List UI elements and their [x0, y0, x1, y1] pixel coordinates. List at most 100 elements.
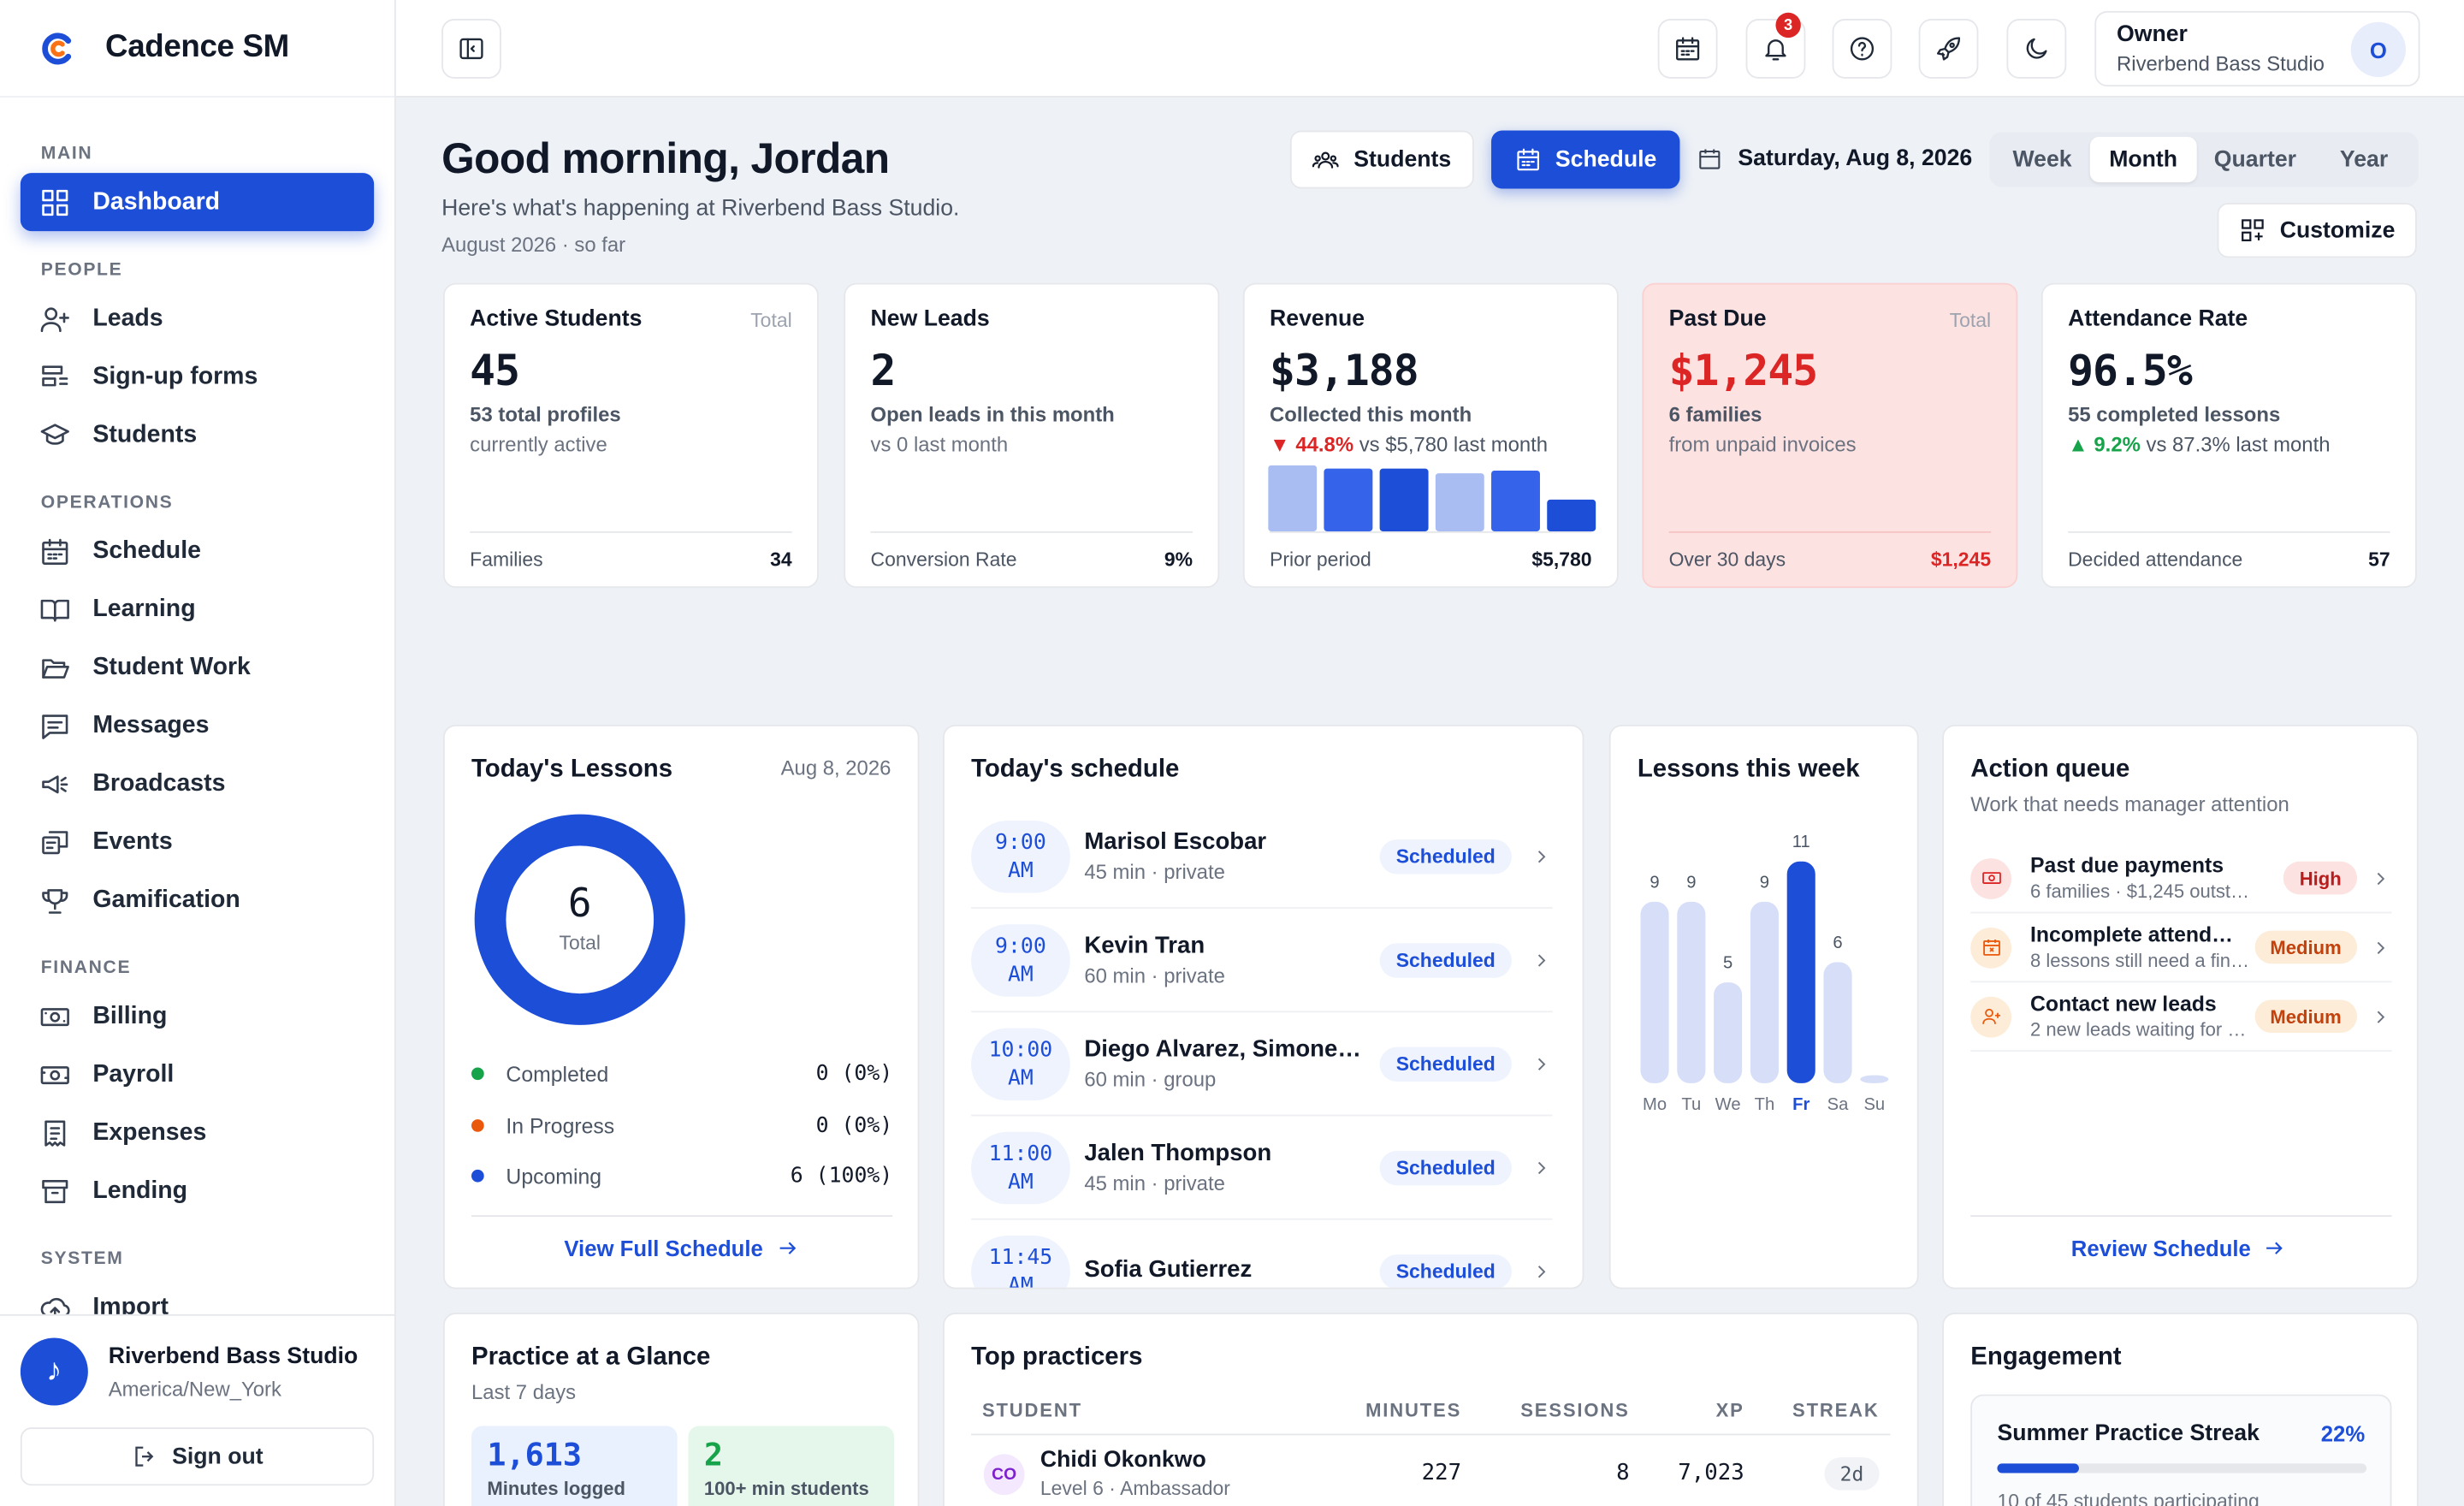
nav-item-learning[interactable]: Learning [21, 580, 374, 638]
schedule-button[interactable]: Schedule [1491, 130, 1680, 189]
action-queue-card: Action queue Work that needs manager att… [1942, 724, 2419, 1290]
nav-item-label: Sign-up forms [92, 362, 258, 389]
action-subtitle: 2 new leads waiting for follow-up [2030, 1018, 2251, 1041]
nav-item-expenses[interactable]: Expenses [21, 1104, 374, 1162]
week-bar[interactable] [1714, 982, 1743, 1083]
arrow-right-icon [2266, 1242, 2283, 1254]
kpi-past-due[interactable]: Past Due Total $1,245 6 families from un… [1642, 282, 2018, 589]
stat-value: 1,613 [487, 1435, 582, 1473]
nav-item-messages[interactable]: Messages [21, 697, 374, 755]
revenue-bar [1547, 499, 1596, 531]
bar-value-label: 9 [1650, 873, 1659, 892]
nav-item-broadcasts[interactable]: Broadcasts [21, 755, 374, 813]
tab-quarter[interactable]: Quarter [2213, 146, 2297, 173]
nav-item-students[interactable]: Students [21, 406, 374, 464]
kpi-footer-label: Conversion Rate [870, 548, 1017, 571]
launch-button[interactable] [1918, 19, 1979, 79]
toggle-sidebar-button[interactable] [441, 19, 501, 79]
status-badge: Scheduled [1379, 839, 1512, 874]
owner-role: Owner [2117, 21, 2188, 48]
customize-label: Customize [2279, 217, 2396, 243]
action-queue-item[interactable]: Incomplete attendance 8 lessons still nee… [1970, 913, 2392, 983]
nav-section-finance: FINANCE [40, 958, 132, 978]
challenge-card[interactable]: Summer Practice Streak 22% 10 of 45 stud… [1970, 1394, 2392, 1506]
lesson-time-ampm: AM [1007, 1168, 1034, 1195]
week-bar[interactable] [1677, 901, 1706, 1083]
help-button[interactable] [1832, 19, 1892, 79]
week-bar[interactable] [1640, 901, 1669, 1083]
lesson-time-hour: 11:45 [988, 1244, 1053, 1270]
nav-item-student-work[interactable]: Student Work [21, 638, 374, 697]
sign-out-button[interactable]: Sign out [20, 1427, 375, 1486]
tab-month[interactable]: Month [2090, 136, 2196, 183]
nav-item-billing[interactable]: Billing [21, 987, 374, 1046]
students-button[interactable]: Students [1289, 130, 1474, 189]
lesson-time: 10:00 AM [971, 1027, 1070, 1100]
day-label: Su [1863, 1095, 1885, 1114]
calendar-button[interactable] [1657, 19, 1718, 79]
card-subtitle: Work that needs manager attention [1970, 792, 2289, 816]
week-bar[interactable] [1860, 1075, 1889, 1083]
notification-count-badge: 3 [1775, 12, 1801, 39]
nav-item-gamification[interactable]: Gamification [21, 871, 374, 929]
legend-value: 0 (0%) [815, 1112, 893, 1139]
kpi-attendance-rate[interactable]: Attendance Rate 96.5% 55 completed lesso… [2040, 282, 2417, 589]
action-queue-item[interactable]: Past due payments 6 families · $1,245 out… [1970, 845, 2392, 914]
nav-item-label: Payroll [92, 1060, 175, 1088]
schedule-row[interactable]: 11:00 AM Jalen Thompson 45 min · private Sch… [971, 1116, 1553, 1220]
brand[interactable]: Cadence SM [0, 0, 395, 98]
schedule-row[interactable]: 11:45 AM Sofia Gutierrez Scheduled [971, 1220, 1553, 1288]
bar-value-label: 9 [1760, 873, 1769, 892]
nav-item-schedule[interactable]: Schedule [21, 522, 374, 580]
week-bar[interactable] [1823, 962, 1852, 1083]
bar-value-label: 11 [1792, 833, 1810, 851]
customize-button[interactable]: Customize [2217, 202, 2417, 258]
current-date-text: Saturday, Aug 8, 2026 [1738, 145, 1973, 172]
nav-item-lending[interactable]: Lending [21, 1162, 374, 1220]
week-bar[interactable] [1786, 861, 1815, 1083]
current-date[interactable]: Saturday, Aug 8, 2026 [1697, 145, 1973, 172]
nav-item-signup-forms[interactable]: Sign-up forms [21, 347, 374, 406]
legend-label: Completed [506, 1062, 609, 1086]
status-badge: Scheduled [1379, 942, 1512, 977]
kpi-active-students[interactable]: Active Students Total 45 53 total profil… [442, 282, 819, 589]
table-row[interactable]: CO Chidi Okonkwo Level 6 · Ambassador 22… [971, 1440, 1890, 1506]
chevron-right-icon [2377, 871, 2385, 885]
tab-year[interactable]: Year [2339, 146, 2389, 173]
trend-down-icon: ▼ [1270, 432, 1290, 456]
schedule-row[interactable]: 9:00 AM Marisol Escobar 45 min · private Sch… [971, 805, 1553, 909]
account-menu[interactable]: Owner Riverbend Bass Studio O [2094, 10, 2420, 87]
priority-badge: Medium [2254, 999, 2358, 1034]
theme-toggle-button[interactable] [2006, 19, 2067, 79]
music-note-icon: ♪ [20, 1337, 88, 1406]
nav-item-leads[interactable]: Leads [21, 289, 374, 347]
studio-switcher[interactable]: ♪ Riverbend Bass Studio America/New_York [0, 1316, 394, 1406]
kpi-trend-value: 44.8% [1295, 432, 1354, 456]
view-full-schedule-link[interactable]: View Full Schedule [564, 1236, 797, 1260]
schedule-row[interactable]: 9:00 AM Kevin Tran 60 min · private Schedule… [971, 909, 1553, 1013]
brand-logo-icon [42, 32, 72, 64]
card-date: Aug 8, 2026 [780, 756, 891, 780]
schedule-row[interactable]: 10:00 AM Diego Alvarez, Simone … 60 min · g… [971, 1012, 1553, 1117]
students-button-label: Students [1353, 146, 1452, 173]
nav-item-dashboard[interactable]: Dashboard [20, 173, 375, 232]
nav-item-events[interactable]: Events [21, 813, 374, 871]
nav-section-main: MAIN [40, 145, 93, 164]
bar-value-label: 5 [1723, 954, 1732, 973]
donut-total-label: Total [559, 932, 601, 955]
revenue-bar [1435, 473, 1484, 531]
status-badge: Scheduled [1379, 1254, 1512, 1288]
nav-item-payroll[interactable]: Payroll [21, 1046, 374, 1104]
action-subtitle: 6 families · $1,245 outstanding [2030, 880, 2250, 903]
review-schedule-link[interactable]: Review Schedule [2071, 1236, 2286, 1260]
kpi-new-leads[interactable]: New Leads 2 Open leads in this month vs … [844, 282, 1220, 589]
tab-week[interactable]: Week [2012, 146, 2072, 173]
divider [470, 531, 792, 533]
kpi-revenue[interactable]: Revenue $3,188 Collected this month ▼ 44… [1242, 282, 1619, 589]
layout-add-icon [2241, 219, 2264, 241]
kpi-label: New Leads [870, 306, 990, 332]
kpi-value: 96.5% [2068, 347, 2193, 396]
notifications-button[interactable]: 3 [1745, 12, 1806, 79]
action-queue-item[interactable]: Contact new leads 2 new leads waiting for… [1970, 982, 2392, 1052]
week-bar[interactable] [1750, 901, 1779, 1083]
